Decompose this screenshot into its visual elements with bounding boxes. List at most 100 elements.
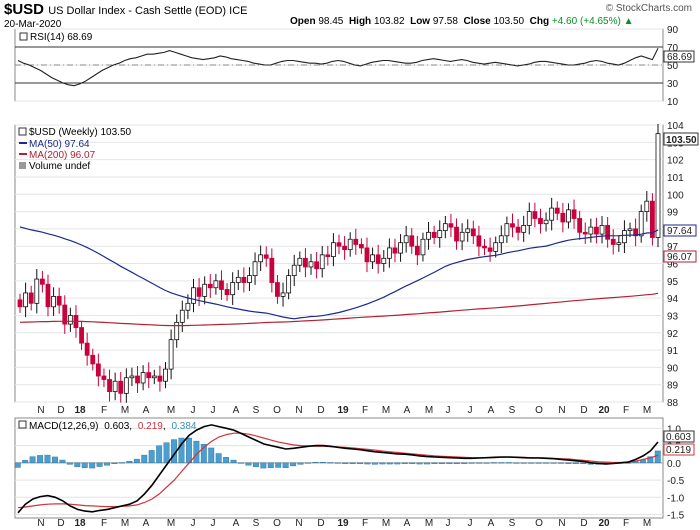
- price-panel: 888990919293949596979899100101102103104 …: [14, 121, 699, 409]
- price-bar-body: [571, 209, 577, 219]
- macd-hist-bar: [111, 462, 118, 464]
- macd-hist-bar: [349, 462, 356, 464]
- price-bar-body: [353, 238, 359, 245]
- close-price-label: 103.50: [666, 135, 697, 146]
- price-bar-body: [420, 238, 426, 256]
- legend-volume: Volume undef: [29, 161, 90, 172]
- x-tick-label: A: [143, 518, 150, 529]
- price-bar-body: [493, 242, 499, 252]
- rsi-tick-label: 30: [667, 79, 679, 90]
- x-tick-label: S: [509, 405, 516, 416]
- macd-hist-bar: [66, 462, 73, 465]
- price-bar-body: [280, 292, 286, 297]
- price-bar-body: [498, 235, 504, 244]
- price-bar-body: [370, 254, 375, 263]
- price-bar-body: [140, 372, 146, 384]
- price-bar-body: [112, 380, 118, 393]
- chart-title: $USD US Dollar Index - Cash Settle (EOD)…: [4, 1, 247, 18]
- macd-hist-bar: [305, 462, 311, 464]
- price-bar-body: [454, 226, 459, 242]
- price-bar-body: [487, 247, 493, 252]
- macd-hist-bar: [319, 462, 326, 464]
- x-tick-label: A: [488, 518, 495, 529]
- price-bar-body: [224, 289, 230, 296]
- price-bar-body: [303, 257, 308, 268]
- macd-tick-label: -0.5: [667, 476, 685, 487]
- ma200-label: 96.07: [667, 252, 692, 263]
- macd-hist-bar: [438, 462, 445, 464]
- macd-hist-bar: [379, 462, 386, 465]
- macd-hist-bar: [238, 462, 244, 464]
- macd-hist-bar: [267, 462, 274, 468]
- x-tick-label: 18: [74, 405, 86, 416]
- macd-hist-bar: [74, 462, 81, 468]
- x-tick-label: M: [643, 405, 651, 416]
- macd-hist-bar: [461, 462, 468, 464]
- macd-hist-bar: [290, 462, 297, 467]
- price-bar-body: [51, 295, 56, 308]
- x-tick-label: J: [468, 405, 473, 416]
- price-bar-body: [146, 372, 152, 379]
- x-tick-label: J: [191, 518, 196, 529]
- price-bar-body: [392, 247, 398, 254]
- price-bar-body: [650, 200, 655, 238]
- macd-hist-bar: [334, 462, 341, 464]
- macd-hist-bar: [342, 462, 349, 464]
- x-tick-label: F: [362, 405, 368, 416]
- macd-hist-bar: [357, 462, 364, 464]
- price-bar-body: [627, 228, 633, 232]
- macd-hist-bar: [558, 462, 564, 464]
- close-label: Close: [463, 16, 491, 27]
- macd-hist-bar: [550, 462, 557, 464]
- price-bar-body: [364, 247, 370, 263]
- x-tick-label: M: [167, 405, 175, 416]
- x-tick-label: O: [535, 405, 543, 416]
- price-bar-body: [90, 354, 96, 365]
- x-tick-label: A: [143, 405, 150, 416]
- macd-line: [17, 424, 659, 514]
- price-bar-body: [532, 211, 538, 219]
- macd-hist-bar: [104, 462, 111, 466]
- price-bar-body: [347, 238, 353, 251]
- price-bar-body: [638, 211, 644, 237]
- macd-hist-bar: [252, 462, 259, 468]
- macd-hist-bar: [431, 462, 438, 464]
- price-bar-body: [375, 254, 381, 264]
- price-bar-body: [426, 231, 431, 240]
- macd-tick-label: -1.5: [667, 511, 685, 522]
- macd-hist-bar: [14, 462, 21, 468]
- signal-value-tag: 0.219: [663, 443, 695, 456]
- price-bar-body: [622, 230, 627, 244]
- price-bar-body: [17, 299, 23, 308]
- macd-hist-bar: [386, 462, 393, 465]
- macd-lines: [17, 424, 659, 514]
- ma200-tag: 96.07: [663, 250, 697, 263]
- ohlc-summary: Open 98.45 High 103.82 Low 97.58 Close 1…: [290, 16, 634, 27]
- symbol: $USD: [4, 1, 45, 18]
- macd-hist-bar: [654, 450, 661, 464]
- macd-hist-bar: [565, 462, 572, 464]
- price-bar-body: [191, 287, 196, 304]
- price-bar-body: [275, 282, 280, 297]
- price-tick-label: 96: [667, 260, 679, 271]
- macd-hist-bar: [498, 462, 505, 464]
- price-bar-body: [129, 375, 135, 379]
- price-bar-body: [179, 309, 185, 323]
- price-bar-body: [241, 276, 247, 283]
- price-bar-body: [213, 280, 219, 289]
- price-bar-body: [582, 231, 588, 235]
- macd-frame: [14, 417, 664, 519]
- macd-value-tag: 0.603: [663, 430, 695, 443]
- x-tick-label: 18: [74, 518, 86, 529]
- macd-legend-macd: 0.603: [104, 421, 129, 432]
- macd-hist-bar: [96, 462, 103, 467]
- macd-hist-bar: [424, 462, 431, 465]
- price-tick-label: 95: [667, 277, 679, 288]
- rsi-tick-label: 70: [667, 43, 679, 54]
- price-bar-body: [168, 339, 174, 370]
- price-bar-body: [207, 283, 213, 289]
- macd-hist-bar: [37, 455, 44, 464]
- price-bar-body: [521, 225, 527, 233]
- rsi-current-label: 68.69: [667, 52, 692, 63]
- price-bar-body: [566, 209, 571, 223]
